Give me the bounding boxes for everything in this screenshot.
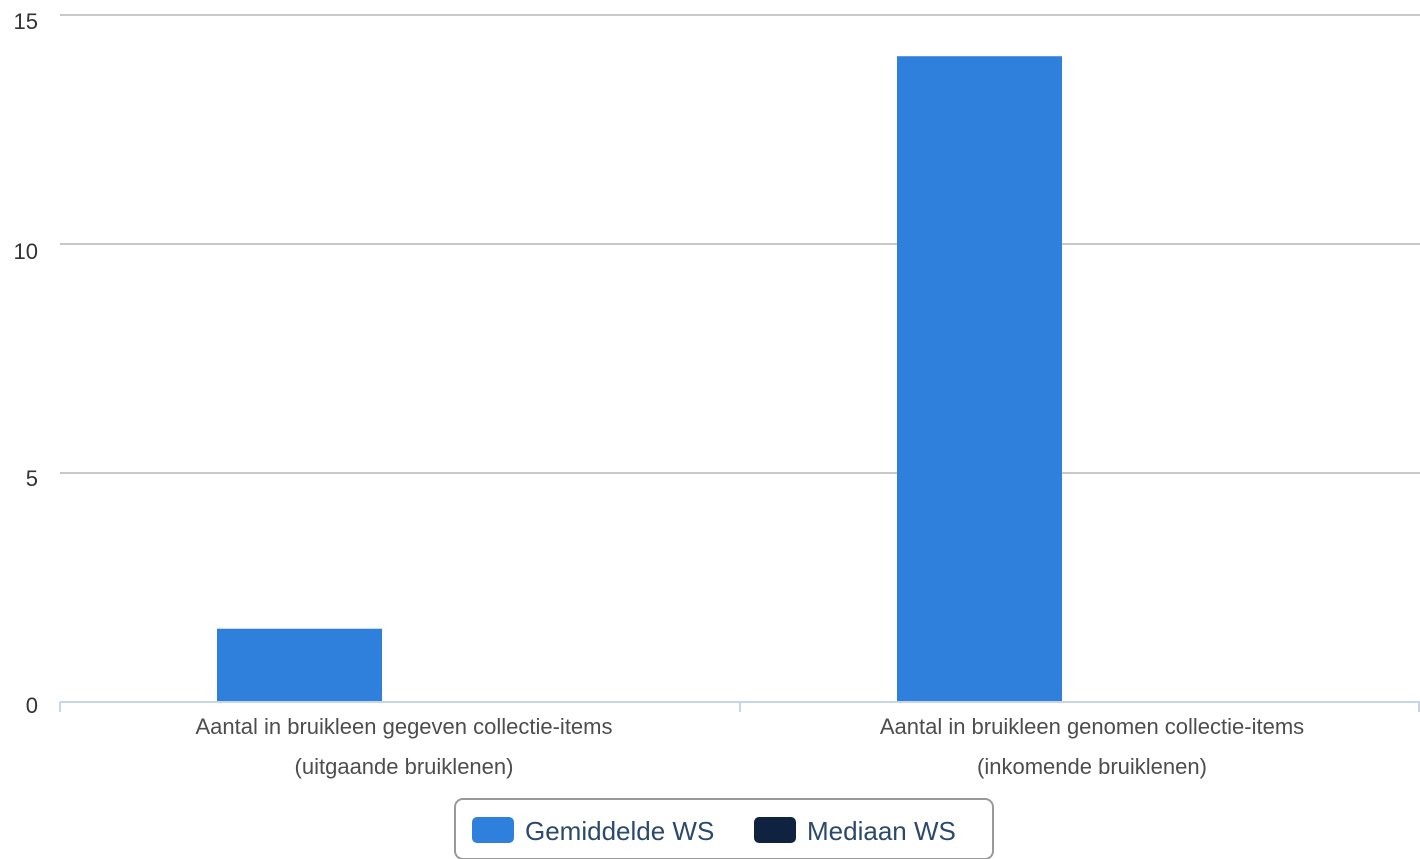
legend: Gemiddelde WS Mediaan WS bbox=[454, 798, 994, 859]
legend-swatch-gemiddelde bbox=[472, 817, 514, 843]
x-category-label-line: Aantal in bruikleen genomen collectie-it… bbox=[880, 714, 1304, 739]
x-category-label-line: (inkomende bruiklenen) bbox=[977, 754, 1207, 779]
y-tick-label: 15 bbox=[14, 9, 38, 34]
x-category-label-line: (uitgaande bruiklenen) bbox=[295, 754, 514, 779]
bars bbox=[217, 56, 1062, 703]
legend-label-gemiddelde: Gemiddelde WS bbox=[525, 816, 714, 846]
x-axis-category-labels: Aantal in bruikleen gegeven collectie-it… bbox=[195, 714, 1304, 779]
legend-box bbox=[454, 798, 994, 859]
legend-swatch-mediaan bbox=[754, 817, 796, 843]
y-tick-label: 10 bbox=[14, 239, 38, 264]
y-tick-label: 0 bbox=[26, 693, 38, 718]
y-axis-ticks: 0 5 10 15 bbox=[14, 9, 38, 718]
x-axis bbox=[59, 701, 1420, 712]
y-tick-label: 5 bbox=[26, 466, 38, 491]
x-category-label-line: Aantal in bruikleen gegeven collectie-it… bbox=[195, 714, 612, 739]
legend-label-mediaan: Mediaan WS bbox=[807, 816, 956, 846]
gridlines bbox=[60, 14, 1420, 474]
bar-gemiddelde bbox=[217, 628, 382, 702]
bar-gemiddelde bbox=[897, 56, 1062, 703]
